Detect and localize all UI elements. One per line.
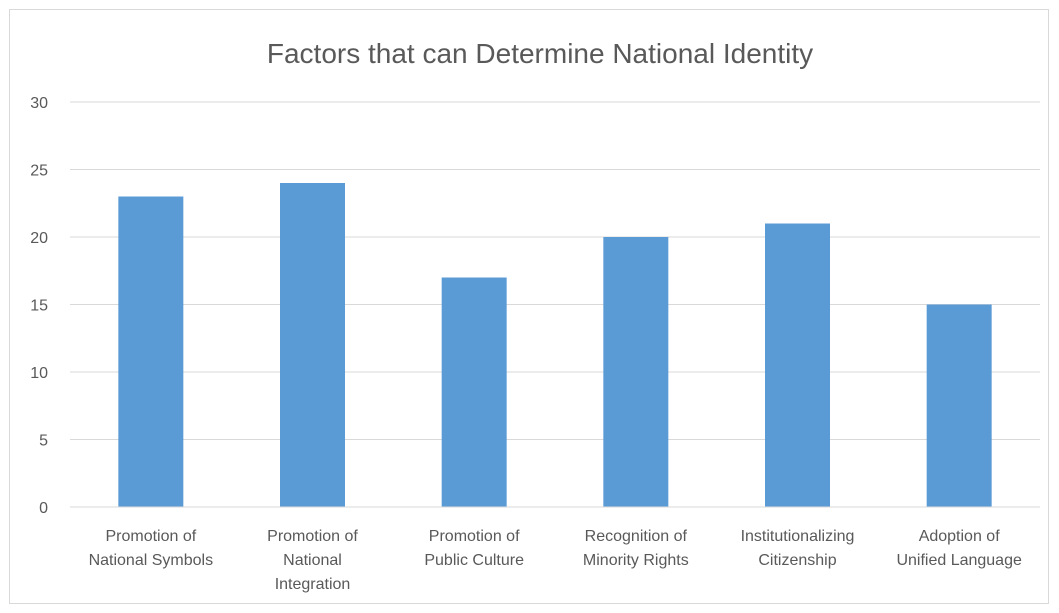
- x-category-label-line: Institutionalizing: [741, 528, 855, 545]
- x-category-label-line: National: [283, 552, 342, 569]
- x-category-label: Promotion of National Integration: [267, 528, 358, 593]
- x-category-label-line: Promotion of: [267, 528, 358, 545]
- x-category-label-line: National Symbols: [89, 552, 214, 569]
- y-tick-label: 5: [39, 433, 48, 450]
- y-tick-label: 0: [39, 500, 48, 517]
- bar: [603, 237, 669, 507]
- y-tick-label: 30: [30, 95, 48, 112]
- y-axis-ticks: 0 5 10 15 20 25 30: [30, 95, 48, 517]
- x-category-label-line: Promotion of: [429, 528, 520, 545]
- chart-title: Factors that can Determine National Iden…: [267, 38, 813, 69]
- x-category-label: Promotion of National Symbols: [89, 528, 214, 569]
- y-tick-label: 15: [30, 298, 48, 315]
- x-category-label-line: Citizenship: [758, 552, 836, 569]
- x-category-label-line: Integration: [275, 576, 351, 593]
- bar: [765, 223, 830, 507]
- x-category-label: Adoption of Unified Language: [896, 528, 1022, 569]
- x-category-label-line: Minority Rights: [583, 552, 689, 569]
- gridlines: [70, 101, 1040, 440]
- bar: [118, 196, 184, 507]
- bars: [118, 183, 992, 507]
- y-tick-label: 25: [30, 163, 48, 180]
- x-category-label: Recognition of Minority Rights: [583, 528, 689, 569]
- bar: [926, 304, 992, 507]
- y-tick-label: 20: [30, 230, 48, 247]
- x-category-label-line: Promotion of: [105, 528, 196, 545]
- x-category-label-line: Adoption of: [919, 528, 1001, 545]
- bar: [441, 277, 507, 507]
- y-tick-label: 10: [30, 365, 48, 382]
- x-category-label-line: Public Culture: [424, 552, 524, 569]
- x-category-label-line: Unified Language: [896, 552, 1022, 569]
- x-category-label: Institutionalizing Citizenship: [741, 528, 855, 569]
- x-category-label: Promotion of Public Culture: [424, 528, 524, 569]
- x-category-label-line: Recognition of: [585, 528, 688, 545]
- bar: [280, 183, 345, 507]
